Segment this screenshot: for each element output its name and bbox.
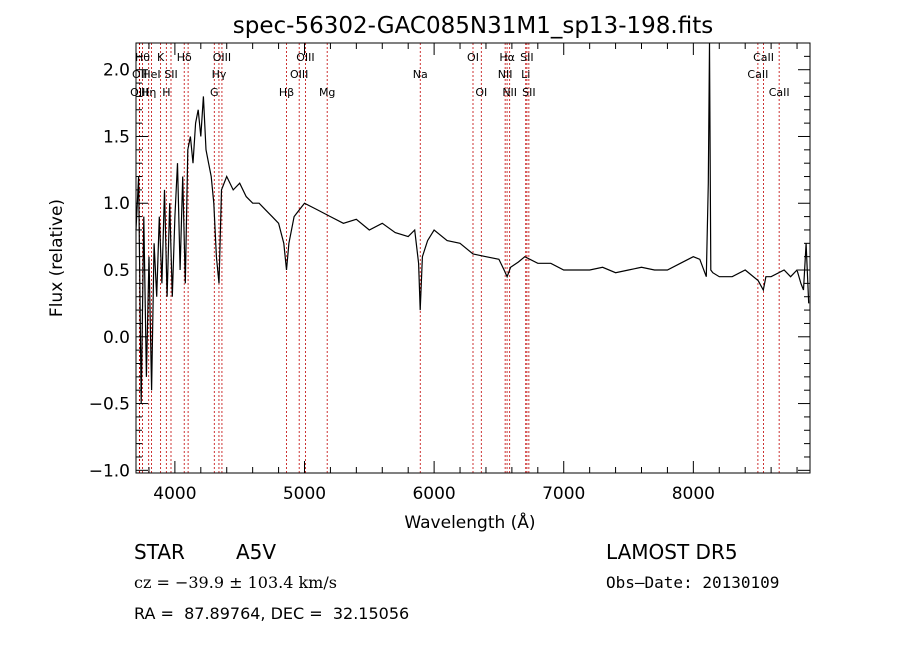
x-tick-label: 5000 [283,484,326,504]
line-marker-label: HeI [142,68,160,81]
line-marker-label: OI [467,51,479,64]
line-marker-label: OI [475,86,487,99]
line-marker-label: H [162,86,170,99]
line-marker-label: CaII [769,86,790,99]
line-marker-label: OIII [290,68,308,81]
x-tick-label: 6000 [412,484,455,504]
emission-line-markers [138,43,780,473]
line-marker-label: Hδ [177,51,192,64]
coordinates: RA = 87.89764, DEC = 32.15056 [134,604,410,623]
line-marker-label: Hβ [279,86,294,99]
y-tick-label: −0.5 [89,395,130,415]
y-tick-label: 2.0 [103,61,130,81]
line-marker-label: Na [413,68,428,81]
y-tick-label: 1.0 [103,194,130,214]
object-class: STAR [134,540,185,564]
x-tick-label: 7000 [542,484,585,504]
x-axis-ticks: 4000 5000 6000 7000 8000 [148,43,798,504]
spectrum-series-line [135,42,810,404]
line-marker-label: NII [498,68,513,81]
x-axis-label: Wavelength (Å) [404,511,535,533]
line-marker-label: CaII [747,68,768,81]
y-axis-label: Flux (relative) [47,199,67,317]
line-marker-label: Hγ [212,68,227,81]
plot-frame [135,42,811,474]
line-marker-label: OIII [213,51,231,64]
observation-date: Obs–Date: 20130109 [606,573,780,592]
line-marker-label: Hη [141,86,156,99]
line-marker-label: Mg [319,86,335,99]
line-marker-label: OIII [130,86,148,99]
y-tick-label: −1.0 [89,461,130,481]
line-marker-label: SII [164,68,177,81]
line-marker-label: Hα [499,51,515,64]
line-marker-label: NII [502,86,517,99]
redshift-velocity: cz = −39.9 ± 103.4 km/s [134,573,337,592]
line-marker-label: G [210,86,219,99]
line-marker-label: SII [520,51,533,64]
line-marker-label: OIII [296,51,314,64]
y-axis-ticks: −1.0 −0.5 0.0 0.5 1.0 1.5 2.0 [89,55,810,481]
line-marker-label: K [157,51,165,64]
y-tick-label: 0.0 [103,328,130,348]
object-subclass: A5V [236,540,277,564]
line-marker-label: Hθ [135,51,150,64]
chart-title: spec-56302-GAC085N31M1_sp13-198.fits [233,13,713,39]
survey-name: LAMOST DR5 [606,540,738,564]
line-marker-label: CaII [753,51,774,64]
emission-line-labels: HθOIIOIIIHηHeIKHSIIHδHγGOIIIHβOIIIOIIIMg… [130,51,789,99]
y-tick-label: 0.5 [103,261,130,281]
y-tick-label: 1.5 [103,127,130,147]
x-tick-label: 4000 [153,484,196,504]
line-marker-label: SII [522,86,535,99]
line-marker-label: Li [521,68,530,81]
x-tick-label: 8000 [672,484,715,504]
